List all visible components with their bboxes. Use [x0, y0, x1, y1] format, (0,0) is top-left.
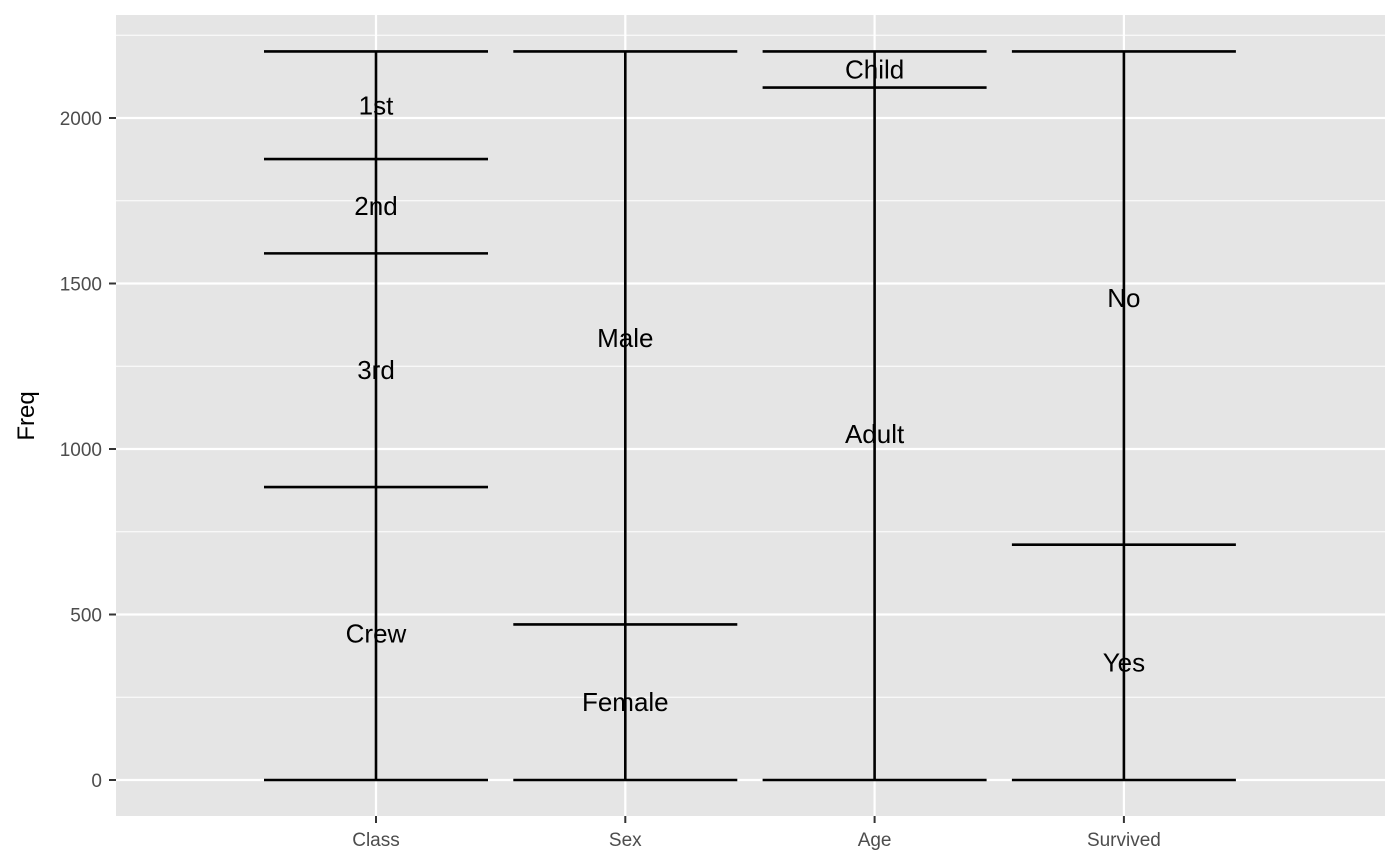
- stratum-labels: Crew 3rd 2nd 1st Female Male Adult Child Yes No: [346, 55, 1145, 718]
- y-tick-label: 1500: [60, 275, 102, 296]
- stratum-label: Female: [582, 687, 669, 717]
- stratum-label: Adult: [845, 419, 905, 449]
- stratum-label: 3rd: [357, 355, 395, 385]
- x-axis: Class Sex Age Survived: [352, 816, 1161, 851]
- stratum-label: No: [1107, 283, 1140, 313]
- panel-background: [116, 15, 1385, 816]
- stratum-label: Crew: [346, 619, 407, 649]
- x-tick-label: Class: [352, 830, 400, 851]
- x-tick-label: Survived: [1087, 830, 1161, 851]
- x-tick-label: Sex: [609, 830, 642, 851]
- y-tick-label: 2000: [60, 109, 102, 130]
- y-tick-label: 500: [70, 606, 102, 627]
- stratum-label: Child: [845, 55, 904, 85]
- y-tick-label: 0: [91, 771, 102, 792]
- y-axis: 0 500 1000 1500 2000: [60, 109, 116, 792]
- y-tick-label: 1000: [60, 440, 102, 461]
- x-tick-label: Age: [858, 830, 892, 851]
- strata-layer: [264, 50, 1236, 782]
- stratum-label: 2nd: [354, 191, 397, 221]
- y-axis-title: Freq: [13, 391, 40, 440]
- stratum-label: 1st: [359, 90, 394, 120]
- stratum-label: Yes: [1103, 647, 1145, 677]
- stratum-label: Male: [597, 323, 653, 353]
